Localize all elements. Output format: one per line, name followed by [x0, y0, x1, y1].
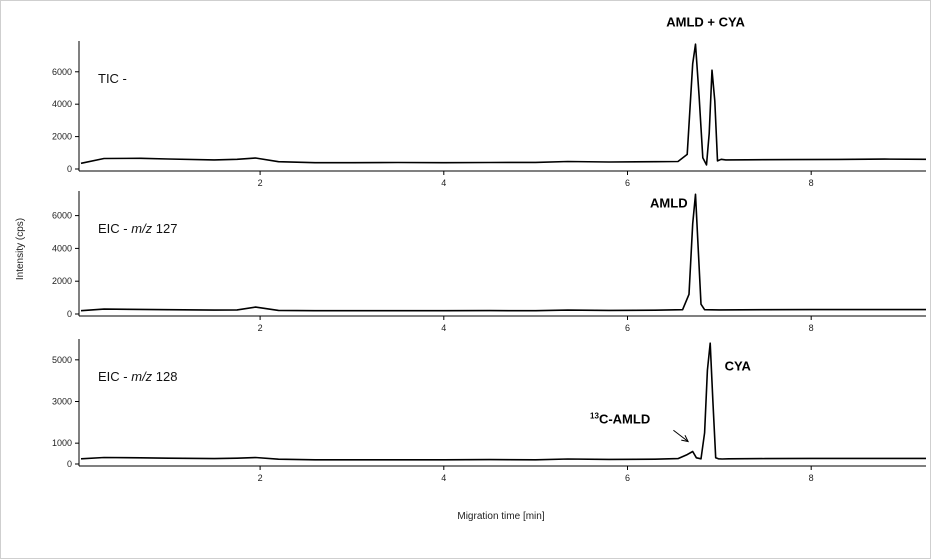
panel-1-y-tick-label: 6000: [52, 67, 72, 77]
panel-2-y-tick-label: 4000: [52, 243, 72, 253]
panel-2-x-tick-label: 4: [441, 323, 446, 333]
panel-2-peak-label: AMLD: [650, 195, 688, 210]
panel-1-peak-label: AMLD + CYA: [666, 14, 745, 29]
panel-3-y-tick-label: 0: [67, 459, 72, 469]
panel-3-label: EIC - m/z 128: [98, 369, 178, 384]
panel-3-x-tick-label: 6: [625, 473, 630, 483]
panel-1-y-tick-label: 4000: [52, 99, 72, 109]
panel-1-x-tick-label: 4: [441, 178, 446, 188]
panel-3-peak-label: CYA: [725, 358, 752, 373]
panel-1-label: TIC -: [98, 71, 127, 86]
panel-3-series-line: [80, 342, 926, 461]
panel-2-x-tick-label: 6: [625, 323, 630, 333]
panel-1-x-tick-label: 2: [258, 178, 263, 188]
peak-arrow: [673, 429, 689, 442]
panel-1-x-tick-label: 6: [625, 178, 630, 188]
panel-1-x-tick-label: 8: [809, 178, 814, 188]
panel-2-x-tick-label: 2: [258, 323, 263, 333]
y-axis-title: Intensity (cps): [15, 218, 26, 280]
panel-3-peak-label: 13C-AMLD: [590, 411, 650, 426]
panel-1-y-tick-label: 0: [67, 164, 72, 174]
panel-3-y-tick-label: 3000: [52, 397, 72, 407]
panel-2-y-tick-label: 0: [67, 309, 72, 319]
panel-2-series-line: [80, 193, 926, 312]
panel-3-x-tick-label: 2: [258, 473, 263, 483]
panel-1-y-tick-label: 2000: [52, 132, 72, 142]
panel-3-y-tick-label: 1000: [52, 438, 72, 448]
panel-2-label: EIC - m/z 127: [98, 221, 178, 236]
panel-3-x-tick-label: 4: [441, 473, 446, 483]
x-axis-title: Migration time [min]: [457, 511, 544, 522]
panel-2-y-tick-label: 2000: [52, 276, 72, 286]
peak-arrow-head: [681, 435, 690, 443]
panel-1-series-line: [80, 43, 927, 166]
panel-2-y-tick-label: 6000: [52, 211, 72, 221]
panel-3-y-tick-label: 5000: [52, 355, 72, 365]
panel-3-x-tick-label: 8: [809, 473, 814, 483]
panel-2-x-tick-label: 8: [809, 323, 814, 333]
